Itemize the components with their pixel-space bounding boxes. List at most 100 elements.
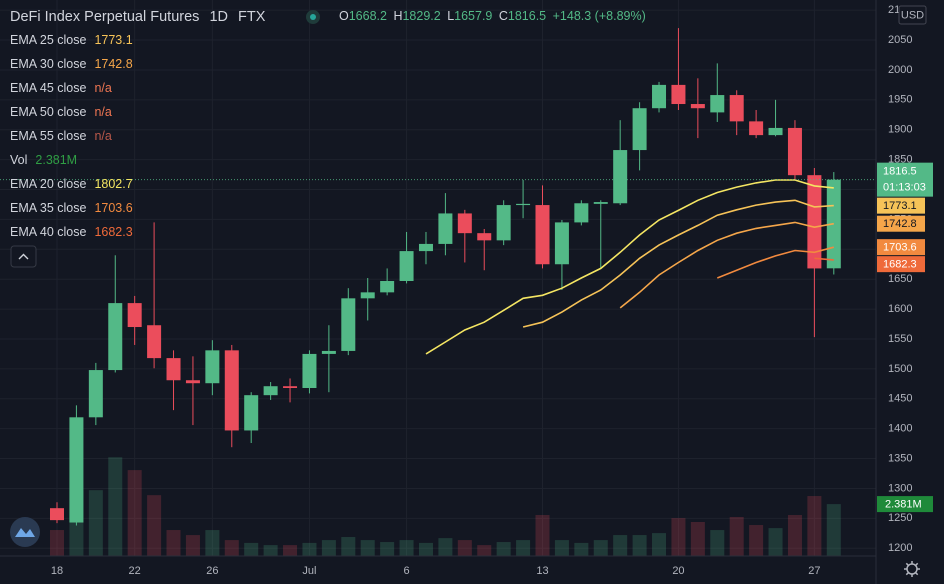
ema-line [619,221,834,309]
logo[interactable] [10,517,40,547]
legend-value: 1802.7 [94,177,132,191]
volume-tag-label: 2.381M [885,499,922,511]
volume-bar [341,537,356,556]
legend-entry: EMA 50 close n/a [10,105,112,119]
indicator-tag-label: 1742.8 [883,218,917,230]
legend-name: EMA 50 close [10,105,86,119]
volume-bar [457,540,472,556]
legend-value: 1742.8 [94,57,132,71]
candle-body [438,213,453,244]
candle-body [768,127,783,136]
candle-body [399,251,414,281]
candle-body [690,104,705,109]
volume-bar [496,542,511,556]
collapse-icon [18,253,29,260]
candle-body [496,205,511,241]
legend-value: n/a [94,81,111,95]
collapse-button[interactable] [10,245,37,268]
y-tick-label: 1250 [888,512,912,524]
indicator-tag [877,256,925,273]
legend-name: EMA 55 close [10,129,86,143]
ema-line [814,257,834,261]
y-tick-label: 1500 [888,363,912,375]
legend-entry: EMA 45 close n/a [10,81,112,95]
candle-body [613,150,628,204]
currency-badge[interactable] [898,5,927,25]
candle-body [69,417,84,523]
legend-entry: EMA 20 close 1802.7 [10,177,133,191]
y-tick-label: 2050 [888,34,912,46]
legend-value: n/a [94,129,111,143]
volume-bar [749,525,764,556]
volume-bar [438,538,453,556]
volume-bar [88,490,103,556]
x-tick-label: 20 [672,565,684,577]
y-tick-label: 1350 [888,452,912,464]
y-tick-label: 1650 [888,273,912,285]
candle-body [263,386,278,396]
settings-icon-teeth [904,561,920,577]
volume-bar [360,540,375,556]
candle-body [554,222,569,265]
volume-bar [593,540,608,556]
legend-entry: EMA 25 close 1773.1 [10,33,133,47]
y-tick-label: 1900 [888,124,912,136]
y-tick-label: 1600 [888,303,912,315]
volume-bar [380,542,395,556]
y-tick-label: 1300 [888,482,912,494]
volume-pane [50,457,841,556]
currency: USD [901,9,924,21]
legend-value: 1773.1 [94,33,132,47]
volume-bar [108,457,123,556]
volume-bar [302,542,317,556]
candle-body [516,203,531,206]
volume-bar [554,540,569,556]
countdown: 01:13:03 [883,182,926,194]
x-tick-label: 13 [536,565,548,577]
y-tick-label: 1550 [888,333,912,345]
legend-entry: EMA 40 close 1682.3 [10,225,133,239]
candle-body [127,303,142,328]
legend-value: 2.381M [35,153,77,167]
volume-bar [399,540,414,556]
candle-body [302,353,317,389]
y-tick-label: 1850 [888,154,912,166]
candle-body [593,202,608,204]
x-tick-label: 22 [129,565,141,577]
candle-body [341,298,356,351]
candle-body [477,233,492,241]
volume-bar [321,540,336,556]
volume-bar [768,528,783,556]
grid [0,0,876,556]
y-tick-label: 1400 [888,423,912,435]
legend-value: 1682.3 [94,225,132,239]
candle-body [147,325,162,359]
candle-body [224,350,239,431]
ohlc-value: 1816.5 [508,9,546,23]
legend-entry: EMA 55 close n/a [10,129,112,143]
legend-name: EMA 25 close [10,33,86,47]
volume-bar [50,530,64,556]
candle-body [574,203,589,223]
volume-bar [263,545,278,556]
legend-name: EMA 35 close [10,201,86,215]
x-tick-label: 27 [808,565,820,577]
ema-line [522,199,834,328]
candle-body [418,243,433,252]
chart-title: DeFi Index Perpetual Futures [10,9,199,25]
candle-body [807,175,822,269]
ohlc-value: 1668.2 [349,9,387,23]
x-tick-label: Jul [302,565,316,577]
volume-bar [710,530,725,556]
volume-bar [690,521,705,556]
candle-body [205,350,220,384]
volume-bar [613,535,628,556]
x-tick-label: 6 [403,565,409,577]
volume-bar [807,496,822,556]
ohlc-letter: L [447,9,454,23]
indicator-tag [877,215,925,232]
